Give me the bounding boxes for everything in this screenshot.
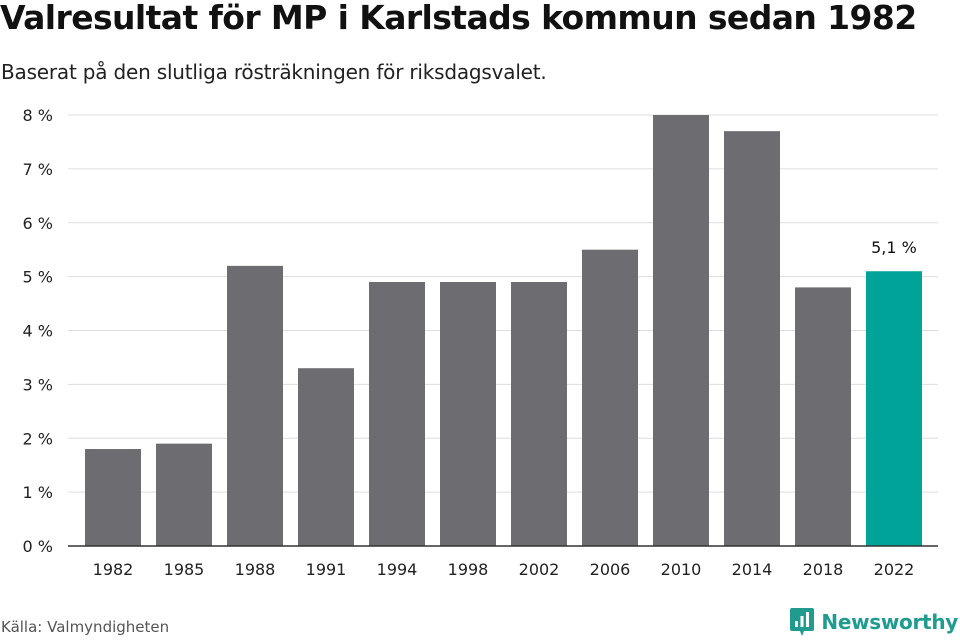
bar-1998 [440, 282, 496, 546]
brand-name: Newsworthy [821, 610, 958, 634]
bar-2022 [866, 271, 922, 546]
bars [85, 115, 922, 546]
x-tick-label: 1991 [306, 560, 347, 579]
y-tick-label: 5 % [23, 268, 53, 287]
chart-subtitle: Baserat på den slutliga rösträkningen fö… [1, 60, 547, 84]
y-tick-label: 7 % [23, 160, 53, 179]
bar-2002 [511, 282, 567, 546]
x-axis-tick-labels: 1982 1985 1988 1991 1994 1998 2002 2006 2010 2014… [93, 560, 915, 579]
bar-1994 [369, 282, 425, 546]
chart-title: Valresultat för MP i Karlstads kommun se… [0, 0, 917, 37]
x-tick-label: 1998 [448, 560, 489, 579]
x-tick-label: 2022 [874, 560, 915, 579]
x-tick-label: 1985 [164, 560, 205, 579]
data-label-2022: 5,1 % [871, 238, 917, 257]
y-axis-tick-labels: 0 % 1 % 2 % 3 % 4 % 5 % 6 % 7 % 8 % [23, 106, 53, 556]
bar-2006 [582, 249, 638, 546]
bar-2018 [795, 287, 851, 546]
newsworthy-logo-icon [790, 608, 815, 636]
x-tick-label: 2014 [732, 560, 773, 579]
y-tick-label: 3 % [23, 375, 53, 394]
bar-1988 [227, 265, 283, 546]
bar-1991 [298, 368, 354, 546]
y-tick-label: 6 % [23, 214, 53, 233]
y-tick-label: 8 % [23, 106, 53, 125]
data-labels: 5,1 % [871, 238, 917, 257]
x-tick-label: 2002 [519, 560, 560, 579]
x-tick-label: 1988 [235, 560, 276, 579]
source-note: Källa: Valmyndigheten [1, 618, 170, 636]
x-tick-label: 1994 [377, 560, 418, 579]
y-tick-label: 0 % [23, 537, 53, 556]
x-tick-label: 2006 [590, 560, 631, 579]
bar-2010 [653, 115, 709, 546]
x-tick-label: 2018 [803, 560, 844, 579]
x-tick-label: 2010 [661, 560, 702, 579]
bar-2014 [724, 131, 780, 546]
bar-1982 [85, 449, 141, 546]
y-tick-label: 2 % [23, 429, 53, 448]
bar-chart: 0 % 1 % 2 % 3 % 4 % 5 % 6 % 7 % 8 % 1982 1985 1988… [23, 106, 938, 579]
x-tick-label: 1982 [93, 560, 134, 579]
y-tick-label: 1 % [23, 483, 53, 502]
brand: Newsworthy [789, 607, 958, 637]
y-tick-label: 4 % [23, 322, 53, 341]
gridlines [68, 114, 938, 493]
bar-1985 [156, 443, 212, 546]
